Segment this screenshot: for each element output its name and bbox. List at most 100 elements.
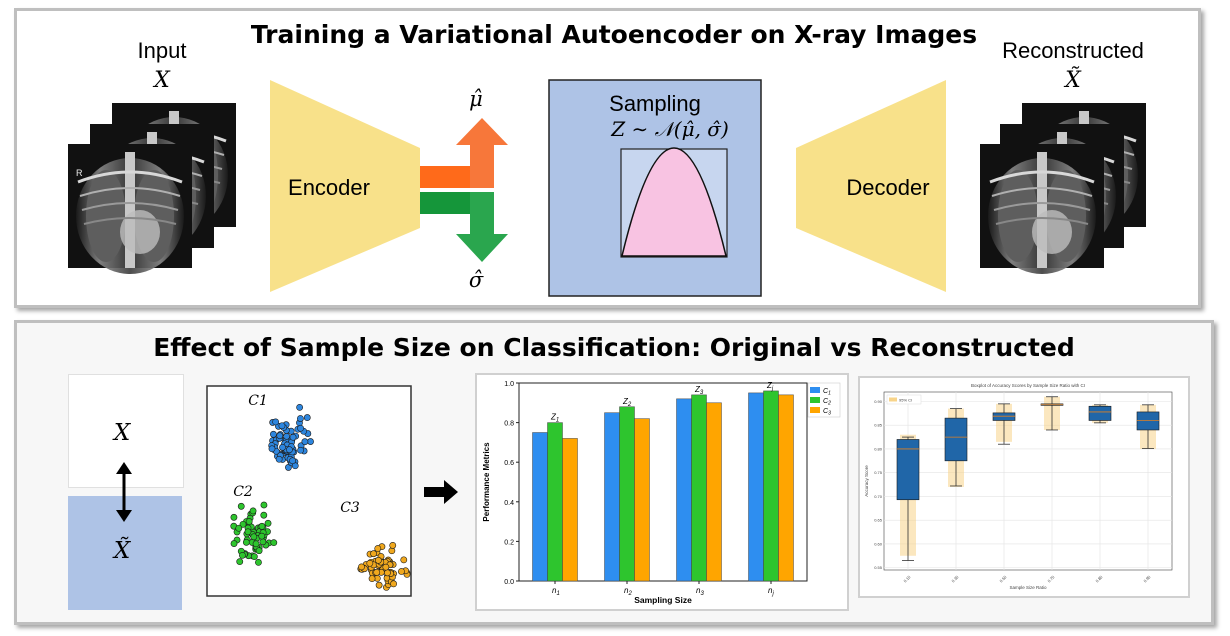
cluster-point <box>303 414 311 421</box>
cluster-point <box>289 457 296 465</box>
box-y-tick-label: 0.80 <box>874 446 883 451</box>
cluster-point <box>260 511 268 519</box>
x-tick-label: nj <box>768 586 774 597</box>
cluster-point <box>270 430 277 438</box>
cluster-point <box>270 539 278 547</box>
y-tick-label: 1.0 <box>504 381 514 388</box>
cluster-label-c2: C2 <box>233 484 253 500</box>
bar-c3 <box>562 438 578 582</box>
cluster-point <box>398 568 405 575</box>
xtilde-symbol: X̃ <box>113 538 131 564</box>
bar-c1 <box>748 392 764 582</box>
bar-c2 <box>691 394 707 582</box>
bar-c2 <box>547 422 563 582</box>
vae-diagram: R <box>66 79 1148 297</box>
bar-c1 <box>532 432 548 582</box>
bar-c3 <box>634 418 650 582</box>
top-title: Training a Variational Autoencoder on X-… <box>250 20 978 49</box>
bar-chart: 0.0 0.2 0.4 0.6 0.8 1.0 Z1 n1 Z2 n2 Z3 n3 Zj nj Sampli… <box>482 381 841 605</box>
legend-label: C1 <box>823 388 831 397</box>
cluster-point <box>289 433 297 441</box>
cluster-point <box>236 558 244 566</box>
box-y-axis-label: Accuracy Score <box>864 465 869 497</box>
box-y-tick-label: 0.65 <box>874 518 883 523</box>
cluster-point <box>239 551 246 559</box>
y-tick-label: 0.8 <box>504 421 514 428</box>
box-legend-label: 95% CI <box>899 398 912 403</box>
cluster-point <box>245 518 253 525</box>
box <box>944 417 968 462</box>
box-x-tick-label: 0.75 <box>1046 574 1056 584</box>
input-xray-front <box>66 142 194 276</box>
cluster-point <box>374 545 382 552</box>
box-plot: Boxplot of Accuracy Scores by Sample Siz… <box>864 383 1173 590</box>
sampling-formula: Z ∼ 𝒩(μ̂, σ̂) <box>611 117 729 141</box>
box-y-tick-label: 0.90 <box>874 399 883 404</box>
box-chart-title: Boxplot of Accuracy Scores by Sample Siz… <box>971 383 1085 388</box>
x-tick-label: n2 <box>624 586 632 597</box>
cluster-point <box>276 432 284 440</box>
cluster-point <box>237 502 245 510</box>
cluster-point <box>258 532 266 540</box>
x-axis-label: Sampling Size <box>634 595 692 605</box>
encoder-shape <box>270 80 420 292</box>
cluster-point <box>285 446 293 454</box>
swap-arrow <box>116 462 132 522</box>
mu-arrow <box>456 118 508 188</box>
cluster-point <box>375 581 383 589</box>
output-xray-front <box>978 142 1106 276</box>
cluster-point <box>259 538 267 546</box>
cluster-point <box>374 556 382 564</box>
legend-swatch <box>810 387 820 393</box>
cluster-point <box>382 563 390 571</box>
cluster-point <box>390 580 397 588</box>
legend-label: C3 <box>823 408 831 417</box>
cluster-point <box>250 553 258 561</box>
cluster-point <box>366 559 374 567</box>
box-y-tick-label: 0.75 <box>874 470 883 475</box>
y-tick-label: 0.4 <box>504 500 514 507</box>
x-tick-label: n3 <box>696 586 704 597</box>
cluster-point <box>268 445 276 453</box>
bar-annotation: Z3 <box>694 385 704 396</box>
sigma-arrow <box>456 192 508 262</box>
box-x-tick-label: 0.85 <box>1094 574 1104 584</box>
mu-symbol: μ̂ <box>469 87 483 111</box>
box <box>1136 411 1160 431</box>
cluster-label-c1: C1 <box>248 393 268 409</box>
cluster-point <box>296 403 304 411</box>
cluster-point <box>307 438 314 445</box>
sigma-symbol: σ̂ <box>468 268 484 292</box>
cluster-label-c3: C3 <box>340 500 360 516</box>
bar-c2 <box>619 406 635 582</box>
x-symbol: X <box>113 420 131 446</box>
y-tick-label: 0.6 <box>504 460 514 467</box>
output-label: Reconstructed <box>1002 38 1144 63</box>
cluster-point <box>297 424 305 432</box>
y-axis-label: Performance Metrics <box>482 442 491 522</box>
encoder-label: Encoder <box>288 175 370 200</box>
box-y-tick-label: 0.60 <box>874 541 883 546</box>
box <box>992 412 1016 421</box>
decoder-shape <box>796 80 946 292</box>
cluster-point <box>255 558 262 566</box>
box-x-axis-label: Sample Size Ratio <box>1009 585 1047 590</box>
cluster-point <box>368 575 376 583</box>
bar-c3 <box>706 402 722 582</box>
box-legend-swatch <box>889 397 897 402</box>
distribution-curve <box>621 147 727 257</box>
cluster-point <box>235 524 243 532</box>
bar-annotation: Zj <box>766 381 774 392</box>
bar-c1 <box>676 398 692 582</box>
cluster-point <box>297 415 304 422</box>
cluster-point <box>242 538 250 546</box>
legend-swatch <box>810 407 820 413</box>
legend-label: C2 <box>823 398 831 407</box>
cluster-point <box>250 533 258 541</box>
box-plot-area <box>883 391 1173 571</box>
box-x-tick-label: 0.15 <box>902 574 912 584</box>
x-tick-label: n1 <box>552 586 560 597</box>
cluster-point <box>400 556 408 564</box>
plot-area <box>518 382 808 582</box>
bar-c2 <box>763 390 779 582</box>
